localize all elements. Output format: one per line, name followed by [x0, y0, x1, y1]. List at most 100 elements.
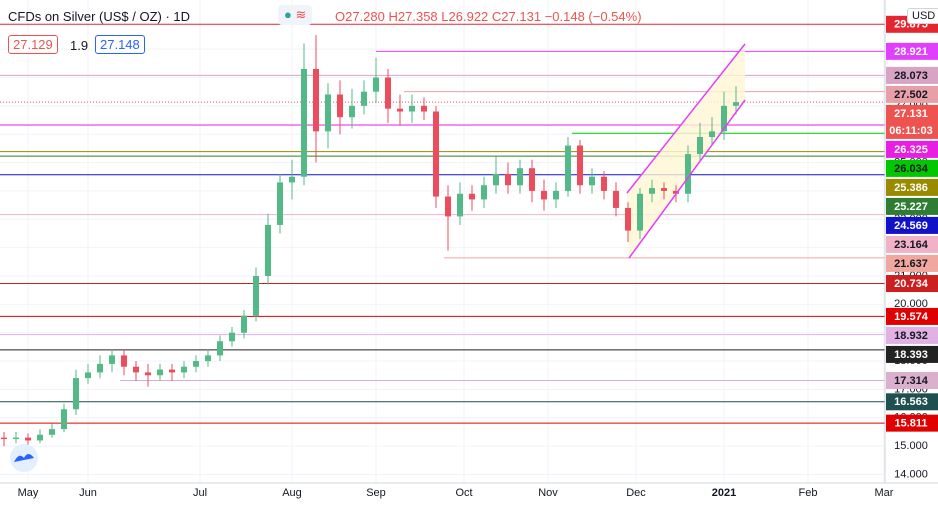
- candle-body: [577, 145, 583, 186]
- price-badge-label: 21.637: [894, 258, 928, 270]
- price-badge: [886, 345, 938, 363]
- price-badge-label: 16.563: [894, 396, 928, 408]
- candle-body: [169, 369, 175, 373]
- candle-body: [385, 77, 391, 109]
- price-badge-label: 18.932: [894, 330, 928, 342]
- levels: [0, 23, 885, 424]
- price-badge: [886, 42, 938, 60]
- candle-body: [409, 105, 415, 112]
- candle-body: [685, 154, 691, 194]
- candle-body: [541, 190, 547, 200]
- candle-body: [277, 182, 283, 225]
- candle-body: [25, 437, 31, 441]
- candle-body: [313, 68, 319, 132]
- y-tick-label: 15.000: [894, 440, 928, 452]
- candle-body: [517, 168, 523, 186]
- grid: [0, 0, 885, 483]
- price-badge-label: 15.811: [894, 418, 927, 430]
- candle-body: [145, 372, 151, 376]
- candle-body: [301, 68, 307, 177]
- candle-body: [373, 77, 379, 92]
- candle-body: [709, 131, 715, 138]
- price-badge: [886, 140, 938, 158]
- price-badge-label: 26.325: [894, 144, 928, 156]
- x-tick-label: Feb: [799, 487, 818, 499]
- price-badge-label: 20.734: [894, 278, 929, 290]
- price-badge-label: 28.921: [894, 46, 928, 58]
- candle-body: [457, 193, 463, 217]
- candle-body: [121, 355, 127, 367]
- price-badge-label: 23.164: [894, 239, 929, 251]
- candle-body: [1, 437, 7, 440]
- candle-body: [625, 207, 631, 231]
- candle-body: [181, 366, 187, 373]
- candle-body: [73, 378, 79, 410]
- candle-body: [433, 111, 439, 197]
- price-badge: [886, 159, 938, 177]
- price-badge-label: 25.386: [894, 182, 928, 194]
- candle-body: [229, 332, 235, 342]
- price-badge-label: 18.393: [894, 349, 928, 361]
- candles: [1, 34, 739, 447]
- candle-body: [469, 193, 475, 200]
- price-badge: [886, 235, 938, 253]
- x-tick-label: Jun: [79, 487, 97, 499]
- candle-body: [397, 108, 403, 112]
- candle-body: [733, 102, 739, 106]
- price-badge: [886, 307, 938, 325]
- price-badge: [886, 414, 938, 432]
- candle-body: [253, 275, 259, 316]
- channel-lower: [628, 99, 746, 259]
- candle-body: [109, 355, 115, 364]
- candle-body: [289, 176, 295, 183]
- price-badge: [886, 85, 938, 103]
- x-tick-label: 2021: [712, 487, 736, 499]
- channel-fill: [627, 44, 745, 258]
- x-tick-label: Nov: [538, 487, 558, 499]
- candle-body: [505, 173, 511, 186]
- candle-body: [133, 366, 139, 373]
- candle-body: [61, 409, 67, 430]
- price-badge: [886, 216, 938, 234]
- x-tick-label: Oct: [455, 487, 472, 499]
- price-badge: [886, 104, 938, 139]
- countdown: 06:11:03: [889, 125, 932, 137]
- candle-body: [565, 145, 571, 191]
- candle-body: [589, 176, 595, 186]
- candle-body: [97, 363, 103, 373]
- candle-body: [217, 341, 223, 356]
- candle-body: [85, 372, 91, 379]
- price-badge-label: 29.875: [894, 19, 928, 31]
- candle-body: [241, 315, 247, 333]
- price-badge: [886, 275, 938, 293]
- candle-body: [601, 176, 607, 191]
- y-tick-label: 14.000: [894, 468, 928, 480]
- x-tick-label: Mar: [875, 487, 894, 499]
- channel-upper: [626, 43, 746, 194]
- candle-body: [493, 173, 499, 186]
- candle-body: [421, 105, 427, 112]
- x-tick-label: Aug: [282, 487, 302, 499]
- price-badge-label: 19.574: [894, 311, 929, 323]
- candle-body: [37, 434, 43, 441]
- candle-body: [613, 190, 619, 208]
- price-badge: [886, 372, 938, 390]
- price-badge-label: 28.073: [894, 70, 928, 82]
- candle-body: [529, 168, 535, 191]
- price-badge-label: 27.131: [894, 108, 928, 120]
- price-badge: [886, 326, 938, 344]
- candle-body: [673, 190, 679, 194]
- candle-body: [361, 91, 367, 106]
- candle-body: [349, 105, 355, 118]
- price-badge-label: 27.502: [894, 89, 928, 101]
- candle-body: [661, 188, 667, 191]
- badges: 29.875 28.921 28.073 27.502 27.131 06:11:03 26…: [886, 15, 938, 432]
- price-badge: [886, 66, 938, 84]
- x-tick-label: Jul: [193, 487, 207, 499]
- candle-body: [13, 437, 19, 440]
- price-badge: [886, 197, 938, 215]
- logo-icon: [14, 454, 34, 462]
- price-badge-label: 17.314: [894, 375, 929, 387]
- price-badge-label: 24.569: [894, 220, 928, 232]
